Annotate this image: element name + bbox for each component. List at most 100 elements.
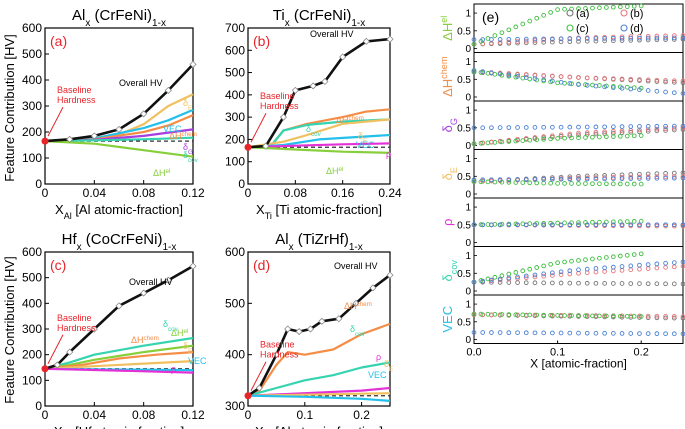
e-marker-panel_c xyxy=(631,252,637,257)
e-y-tick-label: 0 xyxy=(465,238,471,249)
e-marker-panel_d xyxy=(593,83,599,89)
series-line-dE xyxy=(247,118,391,149)
e-marker-panel_d xyxy=(637,87,642,93)
e-marker-panel_c xyxy=(555,181,560,186)
e-marker-panel_c xyxy=(506,312,512,317)
e-y-tick-label: 0 xyxy=(465,141,471,152)
x-tick-label: 0 xyxy=(245,408,252,422)
e-marker-panel_d xyxy=(480,37,486,42)
baseline-dot xyxy=(41,365,49,373)
e-marker-panel_c xyxy=(548,180,553,186)
panel-letter: (c) xyxy=(50,257,66,273)
e-marker-panel_d xyxy=(567,222,573,228)
series-label-VEC: VEC xyxy=(163,124,182,134)
e-marker-panel_d xyxy=(576,176,581,182)
overall-marker xyxy=(352,299,360,307)
e-marker-panel_b xyxy=(532,312,538,318)
e-marker-panel_d xyxy=(610,222,616,228)
e-marker-panel_a xyxy=(663,79,668,85)
e-marker-panel_c xyxy=(569,258,574,264)
baseline-label: Baseline xyxy=(57,85,92,95)
e-marker-panel_c xyxy=(569,181,574,186)
e-marker-panel_a xyxy=(663,170,668,176)
e-marker-panel_d xyxy=(576,267,581,273)
e-marker-panel_b xyxy=(567,74,573,80)
e-marker-panel_d xyxy=(532,125,538,130)
e-marker-panel_d xyxy=(523,222,529,228)
x-axis-label: XAl [Al atomic-fraction] xyxy=(55,202,183,221)
e-marker-panel_d xyxy=(671,331,677,337)
e-marker-panel_a xyxy=(637,281,642,286)
e-marker-panel_d xyxy=(497,37,503,42)
overall-marker xyxy=(90,325,98,333)
e-marker-panel_d xyxy=(550,78,555,84)
e-marker-panel_b xyxy=(558,132,564,138)
e-marker-panel_d xyxy=(550,330,555,336)
e-y-tick-label: 1 xyxy=(465,57,471,68)
series-line-Hel xyxy=(44,140,194,158)
e-marker-panel_b xyxy=(523,72,529,77)
e-marker-panel_d xyxy=(602,84,607,90)
e-marker-panel_c xyxy=(576,135,581,141)
e-marker-panel_b xyxy=(628,76,634,82)
legend-marker xyxy=(566,9,574,17)
y-tick-label: 300 xyxy=(225,110,245,124)
overall-marker xyxy=(309,82,317,90)
series-label-dE: δE xyxy=(183,98,192,112)
e-marker-panel_d xyxy=(515,222,520,228)
baseline-arrow xyxy=(47,106,64,137)
e-marker-panel_b xyxy=(584,75,590,81)
e-marker-panel_c xyxy=(541,312,547,318)
e-marker-panel_c xyxy=(597,219,602,225)
e-marker-panel_b xyxy=(671,125,677,131)
e-marker-panel_d xyxy=(637,124,642,129)
e-row: 0 0.5 1 ΔHel xyxy=(439,3,685,55)
e-marker-panel_d xyxy=(471,330,477,335)
overall-marker xyxy=(318,317,326,325)
e-y-tick-label: 0 xyxy=(465,44,471,55)
e-y-tick-label: 0.5 xyxy=(457,220,471,231)
e-marker-panel_d xyxy=(602,176,607,182)
e-y-tick-label: 0 xyxy=(465,93,471,104)
e-marker-panel_c xyxy=(492,274,498,280)
e-marker-panel_c xyxy=(576,220,581,225)
e-marker-panel_d xyxy=(489,177,494,183)
e-marker-panel_b xyxy=(671,314,677,319)
e-marker-panel_a xyxy=(550,280,555,286)
e-marker-panel_c xyxy=(562,181,567,186)
e-marker-panel_d xyxy=(558,330,564,336)
e-marker-panel_d xyxy=(550,124,555,130)
e-y-tick-label: 1 xyxy=(465,9,471,20)
e-marker-panel_d xyxy=(480,222,486,228)
overall-marker xyxy=(386,35,394,43)
x-axis-label: XAl [Al atomic-fraction] xyxy=(255,424,383,429)
e-marker-panel_a xyxy=(654,281,660,287)
e-marker-panel_a xyxy=(610,281,616,286)
shared-ylabel-bottom: Feature Contribution [HV] xyxy=(2,256,17,403)
y-tick-label: 300 xyxy=(22,99,42,113)
e-marker-panel_c xyxy=(638,181,644,187)
e-marker-panel_a xyxy=(593,173,599,179)
y-tick-label: 400 xyxy=(225,348,245,362)
e-marker-panel_c xyxy=(527,312,533,318)
e-marker-panel_c xyxy=(478,311,484,317)
e-marker-panel_c xyxy=(604,5,609,10)
baseline-label: Baseline xyxy=(57,313,92,323)
legend-label: (a) xyxy=(576,8,589,20)
e-marker-panel_d xyxy=(532,36,538,42)
e-marker-panel_d xyxy=(471,125,477,131)
e-y-tick-label: 0.5 xyxy=(457,123,471,134)
e-marker-panel_c xyxy=(631,219,637,224)
x-tick-label: 0 xyxy=(245,186,252,200)
e-marker-panel_d xyxy=(541,77,547,83)
e-marker-panel_d xyxy=(576,222,581,228)
e-row: 0 0.5 1 VEC xyxy=(440,294,685,346)
e-marker-panel_c xyxy=(548,10,553,15)
e-marker-panel_d xyxy=(645,222,651,228)
e-marker-panel_d xyxy=(558,79,564,85)
e-marker-panel_d xyxy=(628,263,634,269)
e-marker-panel_d xyxy=(610,35,616,41)
e-marker-panel_b xyxy=(671,174,677,179)
e-marker-panel_c xyxy=(610,4,616,10)
e-marker-panel_c xyxy=(590,256,595,262)
